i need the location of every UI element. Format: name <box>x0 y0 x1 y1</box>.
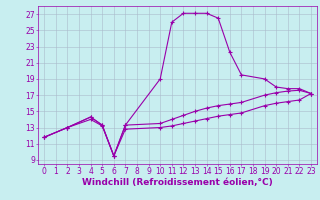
X-axis label: Windchill (Refroidissement éolien,°C): Windchill (Refroidissement éolien,°C) <box>82 178 273 187</box>
